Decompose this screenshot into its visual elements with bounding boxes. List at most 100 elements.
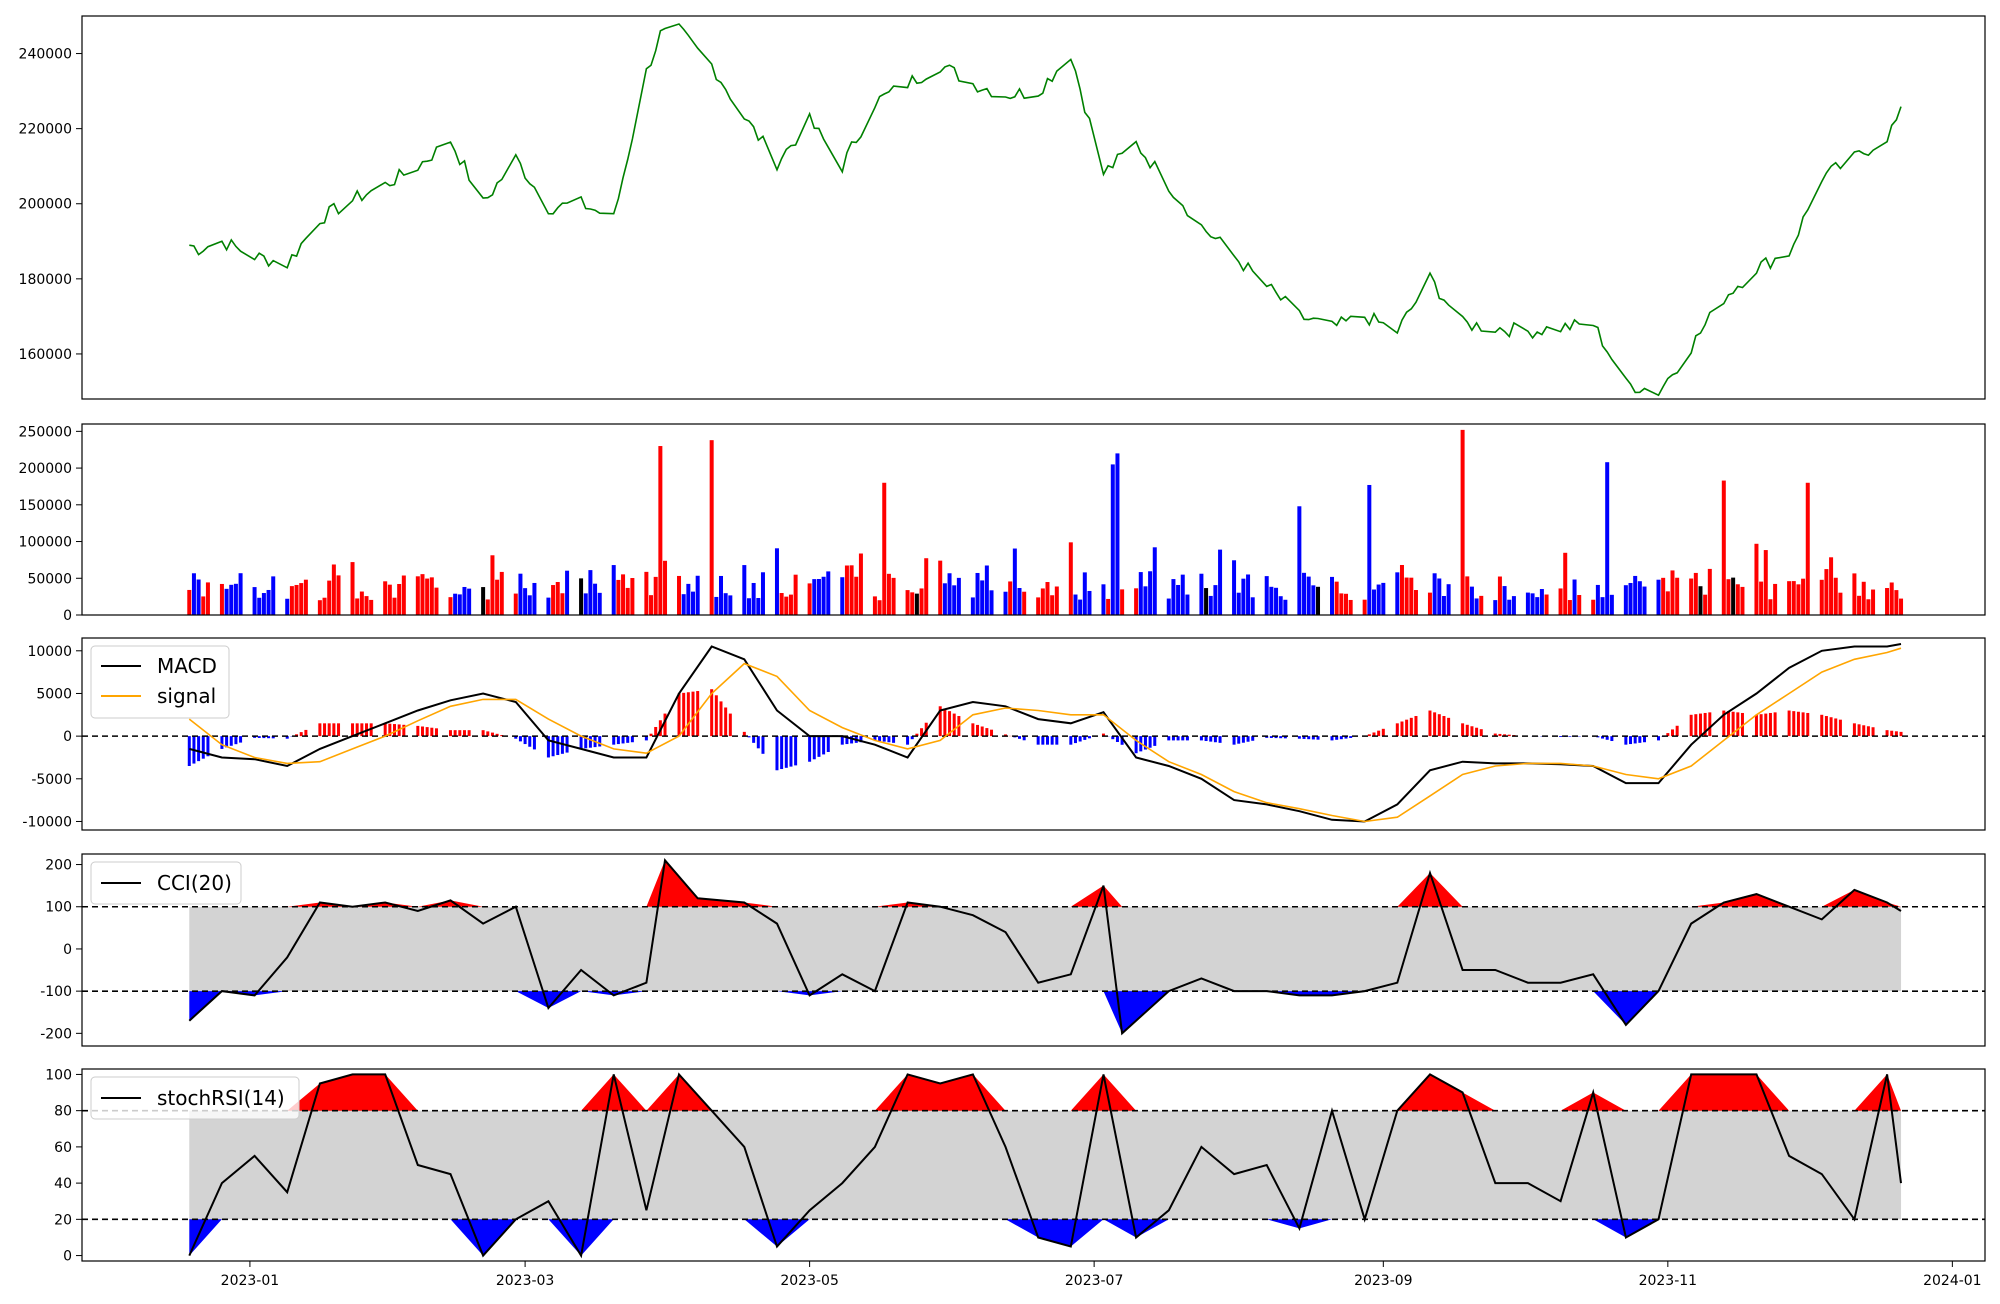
macd-histogram-bar [1410,718,1413,736]
volume-bar [1073,595,1077,615]
macd-histogram-bar [416,726,419,736]
macd-histogram-bar [1428,711,1431,737]
macd-histogram-bar [617,736,620,744]
macd-histogram-bar [757,736,760,748]
price-ytick-label: 240000 [19,47,72,63]
volume-bar [1838,593,1842,615]
volume-bar [1302,573,1306,615]
volume-bar [462,587,466,615]
macd-histogram-bar [449,730,452,736]
volume-bar [1106,599,1110,615]
volume-bar [267,590,271,615]
volume-bar [1199,574,1203,615]
volume-bar [1307,577,1311,615]
macd-histogram-bar [990,730,993,736]
volume-bar [1279,596,1283,615]
volume-bar [1442,596,1446,615]
volume-bar [579,578,583,615]
macd-ytick-label: 10000 [27,644,72,660]
macd-histogram-bar [1498,734,1501,736]
volume-bar [1335,582,1339,615]
macd-histogram-bar [1209,736,1212,741]
volume-bar [1316,587,1320,615]
volume-bar [1890,582,1894,615]
volume-bar [262,593,266,615]
volume-bar [1209,596,1213,615]
volume-bar [756,598,760,615]
macd-histogram-bar [1764,714,1767,737]
volume-bar [691,592,695,615]
volume-bar [1694,573,1698,615]
macd-series-line-0 [189,644,1901,822]
macd-histogram-bar [1676,726,1679,736]
volume-bar [425,579,429,615]
volume-bar [458,594,462,615]
volume-bar [495,580,499,615]
volume-bar [682,594,686,615]
macd-histogram-bar [454,730,457,736]
macd-histogram-bar [360,723,363,736]
volume-bar [327,581,331,615]
macd-histogram-bar [1153,736,1156,746]
stochrsi-band [189,1111,1901,1220]
macd-histogram-bar [1116,736,1119,742]
volume-bar [1852,573,1856,615]
volume-bar [598,593,602,615]
macd-histogram-bar [1769,713,1772,736]
volume-bar [1754,544,1758,615]
volume-bar [220,584,224,615]
macd-histogram-bar [337,723,340,736]
volume-ytick-label: 150000 [19,498,72,514]
volume-ytick-label: 50000 [27,571,72,587]
volume-bar [1241,579,1245,615]
macd-histogram-bar [1037,736,1040,745]
volume-bar [1428,593,1432,615]
volume-bar [1829,557,1833,615]
macd-histogram-bar [719,701,722,736]
volume-bar [1568,600,1572,615]
volume-bar [1311,585,1315,615]
volume-bar [780,593,784,615]
stochrsi-ytick-label: 100 [45,1067,72,1083]
volume-bar [976,573,980,615]
volume-bar [416,576,420,615]
volume-bar [1246,574,1250,615]
volume-bar [1232,560,1236,615]
macd-histogram-bar [808,736,811,762]
volume-bar [649,595,653,615]
macd-histogram-bar [1079,736,1082,741]
macd-histogram-bar [654,727,657,736]
volume-bar [229,585,233,615]
volume-bar [1349,600,1353,615]
volume-bar [1610,595,1614,615]
volume-bar [1134,588,1138,615]
volume-bar [239,573,243,615]
volume-bar [826,571,830,615]
volume-bar [1218,550,1222,615]
volume-bar [948,573,952,615]
volume-bar [290,586,294,615]
macd-histogram-bar [230,736,233,746]
macd-histogram-bar [426,727,429,736]
macd-histogram-bar [384,723,387,736]
volume-bar [1167,599,1171,615]
cci-legend-label: CCI(20) [157,871,232,895]
macd-histogram-bar [220,736,223,749]
macd-histogram-bar [1219,736,1222,743]
macd-histogram-bar [626,736,629,743]
volume-bar [355,598,359,615]
volume-bar [1666,591,1670,615]
volume-bar [1363,600,1367,615]
macd-histogram-bar [953,714,956,737]
macd-histogram-bar [1638,736,1641,743]
volume-bar [1400,565,1404,615]
volume-bar [1251,597,1255,615]
volume-bar [360,592,364,615]
volume-bar [1437,578,1441,615]
macd-histogram-bar [393,724,396,736]
volume-bar [1871,590,1875,615]
macd-histogram-bar [1247,736,1250,742]
volume-bar [1148,571,1152,615]
macd-histogram-bar [1242,736,1245,743]
volume-bar [1764,550,1768,615]
